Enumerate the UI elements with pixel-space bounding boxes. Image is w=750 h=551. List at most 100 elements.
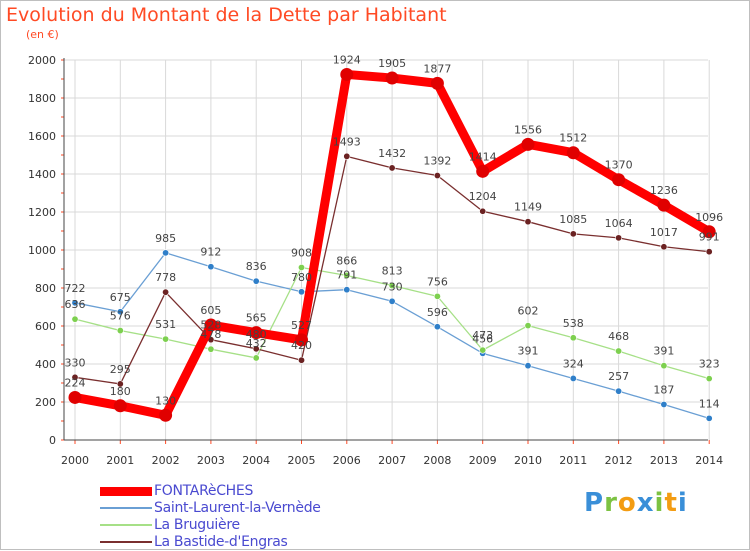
data-point-saint-laurent-la-vernede [71, 299, 79, 307]
data-label-la-bastide-d-engras: 1085 [559, 213, 587, 226]
data-label-la-bruguiere: 636 [65, 298, 86, 311]
logo-letter: r [604, 488, 618, 518]
data-point-saint-laurent-la-vernede [116, 308, 124, 316]
legend-label: La Bruguière [154, 517, 240, 533]
data-point-fontareches [657, 198, 671, 212]
data-label-fontareches: 1236 [650, 184, 678, 197]
data-point-saint-laurent-la-vernede [297, 288, 305, 296]
y-tick-label: 1800 [28, 92, 56, 105]
data-point-saint-laurent-la-vernede [343, 286, 351, 294]
x-tick-label: 2012 [605, 454, 633, 467]
data-label-la-bastide-d-engras: 778 [155, 271, 176, 284]
legend-swatch [100, 507, 152, 509]
data-label-la-bruguiere: 478 [200, 328, 221, 341]
data-point-fontareches [566, 146, 580, 160]
logo-letter: i [654, 488, 665, 518]
data-label-fontareches: 605 [200, 304, 221, 317]
data-point-saint-laurent-la-vernede [207, 263, 215, 271]
data-point-la-bastide-d-engras [615, 234, 623, 242]
data-point-la-bastide-d-engras [162, 288, 170, 296]
x-tick-label: 2010 [514, 454, 542, 467]
data-label-saint-laurent-la-vernede: 836 [246, 260, 267, 273]
data-point-la-bruguiere [660, 362, 668, 370]
x-tick-label: 2003 [197, 454, 225, 467]
legend-label: La Bastide-d'Engras [154, 534, 288, 550]
logo-letter: o [617, 488, 637, 518]
data-point-fontareches [113, 399, 127, 413]
data-label-saint-laurent-la-vernede: 722 [65, 282, 86, 295]
data-point-saint-laurent-la-vernede [252, 277, 260, 285]
data-label-saint-laurent-la-vernede: 114 [699, 397, 720, 410]
data-point-la-bastide-d-engras [343, 152, 351, 160]
data-label-fontareches: 1924 [333, 53, 361, 66]
data-label-saint-laurent-la-vernede: 456 [472, 332, 493, 345]
data-label-saint-laurent-la-vernede: 780 [291, 271, 312, 284]
data-label-la-bruguiere: 756 [427, 275, 448, 288]
data-point-fontareches [295, 333, 308, 347]
logo-letter: x [636, 488, 655, 518]
data-point-la-bastide-d-engras [569, 230, 577, 238]
data-point-saint-laurent-la-vernede [524, 362, 532, 370]
data-label-la-bruguiere: 473 [472, 329, 493, 342]
data-point-saint-laurent-la-vernede [660, 400, 668, 408]
y-tick-label: 1200 [28, 206, 56, 219]
data-label-la-bruguiere: 908 [291, 246, 312, 259]
data-point-la-bruguiere [252, 354, 260, 362]
x-tick-label: 2011 [559, 454, 587, 467]
data-point-saint-laurent-la-vernede [615, 387, 623, 395]
chart-title: Evolution du Montant de la Dette par Hab… [6, 4, 447, 26]
y-tick-label: 0 [49, 434, 56, 447]
series-layer [68, 67, 716, 422]
data-label-la-bruguiere: 538 [563, 317, 584, 330]
data-label-fontareches: 1905 [378, 57, 406, 70]
logo-letter: P [584, 488, 605, 518]
data-label-la-bastide-d-engras: 1493 [333, 135, 361, 148]
data-label-la-bastide-d-engras: 420 [291, 339, 312, 352]
data-label-saint-laurent-la-vernede: 596 [427, 306, 448, 319]
data-point-fontareches [249, 326, 263, 340]
data-point-fontareches [521, 137, 535, 151]
y-tick-label: 1000 [28, 244, 56, 257]
data-point-la-bastide-d-engras [705, 248, 713, 256]
data-label-saint-laurent-la-vernede: 912 [200, 246, 221, 259]
data-label-la-bastide-d-engras: 1064 [605, 217, 633, 230]
data-point-la-bruguiere [524, 322, 532, 330]
x-tick-label: 2004 [242, 454, 270, 467]
data-label-fontareches: 130 [155, 394, 176, 407]
data-label-fontareches: 1370 [605, 159, 633, 172]
data-point-la-bastide-d-engras [388, 164, 396, 172]
data-label-la-bastide-d-engras: 295 [110, 363, 131, 376]
data-label-fontareches: 1096 [695, 211, 723, 224]
data-label-la-bruguiere: 323 [699, 358, 720, 371]
data-point-la-bastide-d-engras [71, 373, 79, 381]
data-point-la-bruguiere [297, 263, 305, 271]
data-label-fontareches: 565 [246, 312, 267, 325]
legend-label: FONTARèCHES [154, 483, 254, 499]
data-point-la-bastide-d-engras [524, 218, 532, 226]
x-tick-label: 2006 [333, 454, 361, 467]
data-label-fontareches: 1556 [514, 123, 542, 136]
data-point-la-bruguiere [116, 327, 124, 335]
data-label-la-bruguiere: 432 [246, 337, 267, 350]
x-tick-label: 2005 [288, 454, 316, 467]
x-tick-label: 2002 [152, 454, 180, 467]
data-point-fontareches [430, 76, 444, 90]
data-label-fontareches: 224 [65, 376, 86, 389]
data-label-la-bruguiere: 813 [382, 265, 403, 278]
y-tick-label: 1600 [28, 130, 56, 143]
data-label-la-bruguiere: 602 [518, 305, 539, 318]
data-point-la-bastide-d-engras [433, 172, 441, 180]
data-point-saint-laurent-la-vernede [388, 297, 396, 305]
data-point-fontareches [612, 173, 626, 187]
data-label-la-bastide-d-engras: 330 [65, 356, 86, 369]
legend-swatch [100, 541, 152, 543]
data-point-fontareches [204, 318, 218, 332]
data-point-la-bruguiere [479, 346, 487, 354]
data-label-saint-laurent-la-vernede: 985 [155, 232, 176, 245]
data-label-saint-laurent-la-vernede: 257 [608, 370, 629, 383]
data-label-saint-laurent-la-vernede: 730 [382, 280, 403, 293]
data-point-la-bruguiere [615, 347, 623, 355]
